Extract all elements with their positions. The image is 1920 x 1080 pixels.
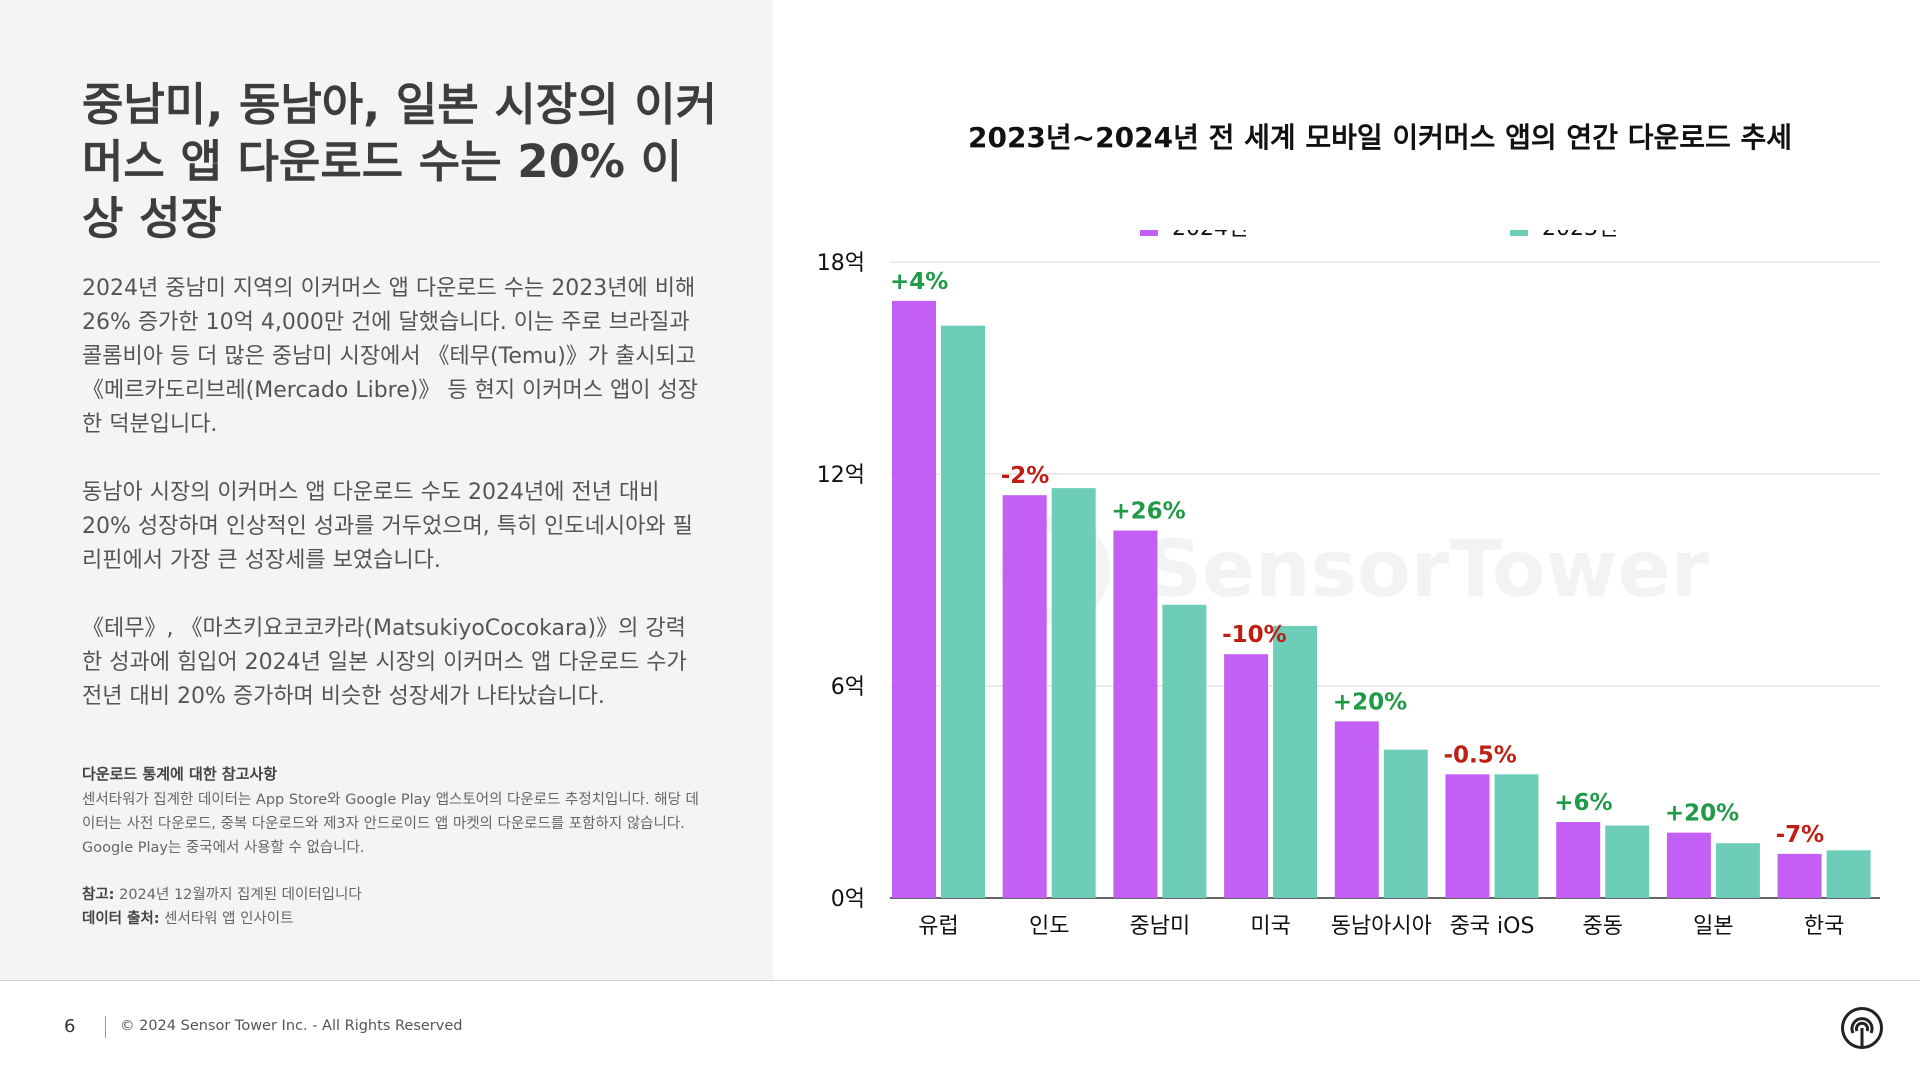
note-title: 다운로드 통계에 대한 참고사항	[82, 765, 278, 783]
bar-2024	[1334, 721, 1379, 898]
reference-text: 2024년 12월까지 집계된 데이터입니다	[119, 887, 362, 903]
source-label: 데이터 출처:	[82, 911, 160, 927]
change-label: +4%	[890, 269, 948, 295]
x-tick-label: 일본	[1693, 914, 1733, 939]
bar-2024	[1002, 495, 1047, 898]
page-number: 6	[64, 1016, 76, 1037]
x-tick-label: 한국	[1804, 914, 1844, 939]
sensortower-logo-icon	[1841, 1007, 1883, 1049]
change-label: +20%	[1665, 801, 1739, 827]
watermark-text: SensorTower	[1146, 525, 1709, 615]
left-panel: 중남미, 동남아, 일본 시장의 이커머스 앱 다운로드 수는 20% 이상 성…	[0, 0, 773, 980]
legend-label: 2023년	[1542, 230, 1618, 241]
x-tick-label: 중국 iOS	[1450, 914, 1535, 939]
y-tick-label: 12억	[817, 463, 865, 488]
change-label: -10%	[1222, 622, 1287, 648]
bar-2024	[1777, 853, 1822, 898]
change-label: +26%	[1111, 499, 1185, 525]
paragraph-latam: 2024년 중남미 지역의 이커머스 앱 다운로드 수는 2023년에 비해 2…	[82, 276, 698, 437]
footer-divider	[0, 980, 1920, 981]
reference-note: 참고: 2024년 12월까지 집계된 데이터입니다	[82, 883, 712, 907]
bar-2024	[892, 300, 936, 898]
bar-2023	[1494, 774, 1539, 898]
chart-title: 2023년~2024년 전 세계 모바일 이커머스 앱의 연간 다운로드 추세	[967, 121, 1793, 154]
x-tick-label: 유럽	[918, 914, 958, 939]
x-tick-label: 중동	[1582, 914, 1622, 939]
x-tick-label: 중남미	[1130, 914, 1191, 939]
change-label: -0.5%	[1444, 742, 1517, 768]
source-text: 센서타워 앱 인사이트	[164, 911, 294, 927]
footer-separator	[105, 1016, 106, 1038]
bar-2024	[1224, 654, 1269, 898]
bar-2023	[1162, 604, 1207, 898]
legend-label: 2024년	[1172, 230, 1248, 241]
x-tick-label: 인도	[1029, 914, 1069, 939]
y-tick-label: 18억	[817, 251, 865, 276]
source-note: 데이터 출처: 센서타워 앱 인사이트	[82, 907, 712, 931]
copyright-text: © 2024 Sensor Tower Inc. - All Rights Re…	[120, 1018, 463, 1034]
change-label: +20%	[1333, 689, 1407, 715]
legend-swatch	[1140, 230, 1158, 236]
bar-2023	[1715, 843, 1760, 898]
bar-2023	[1051, 488, 1096, 898]
paragraph-sea: 동남아 시장의 이커머스 앱 다운로드 수도 2024년에 전년 대비 20% …	[82, 480, 693, 573]
change-label: -7%	[1776, 822, 1825, 848]
y-tick-label: 0억	[831, 887, 865, 912]
reference-label: 참고:	[82, 887, 115, 903]
bar-2023	[1826, 850, 1871, 898]
x-tick-label: 미국	[1250, 914, 1290, 939]
bar-2023	[1273, 625, 1318, 898]
change-label: +6%	[1554, 790, 1612, 816]
x-tick-label: 동남아시아	[1331, 914, 1432, 939]
bar-2024	[1666, 832, 1711, 898]
y-tick-label: 6억	[831, 675, 865, 700]
change-label: -2%	[1001, 463, 1050, 489]
bar-2023	[1383, 749, 1428, 898]
page-headline: 중남미, 동남아, 일본 시장의 이커머스 앱 다운로드 수는 20% 이상 성…	[82, 78, 718, 245]
bar-chart: 0억 6억 12억 18억 2024년 2023년 +4% 유럽 -2% 인도 +26% 중남미 -10…	[817, 230, 1880, 939]
bar-2023	[941, 325, 985, 899]
bar-2023	[1605, 825, 1650, 898]
note-text: 센서타워가 집계한 데이터는 App Store와 Google Play 앱스…	[82, 792, 699, 856]
bar-2024	[1556, 822, 1601, 898]
legend-swatch	[1510, 230, 1528, 236]
paragraph-japan: 《테무》, 《마츠키요코코카라(MatsukiyoCocokara)》의 강력한…	[82, 616, 687, 709]
bar-2024	[1445, 774, 1490, 898]
bar-2024	[1113, 530, 1158, 898]
